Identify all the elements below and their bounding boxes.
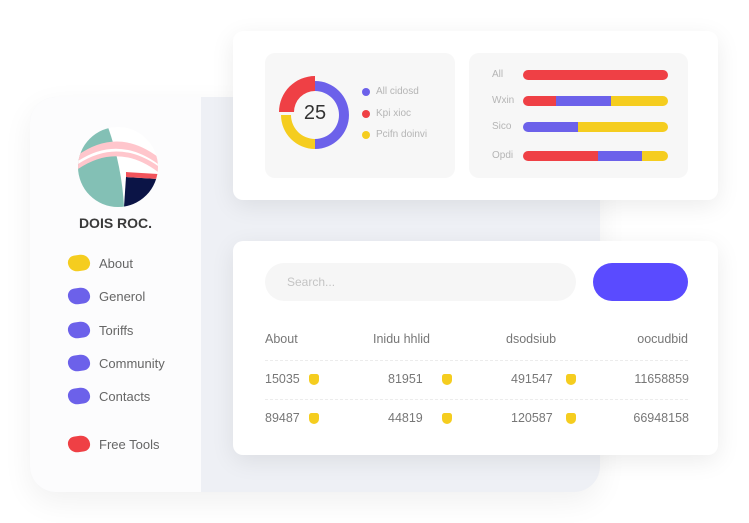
shield-icon <box>309 413 319 424</box>
sidebar-item-label: Toriffs <box>99 322 134 338</box>
shield-icon <box>442 413 452 424</box>
donut-segment-red <box>279 76 315 112</box>
sidebar: DOIS ROC. About Generol Toriffs Communit… <box>30 97 201 492</box>
column-header[interactable]: Inidu hhlid <box>373 332 430 346</box>
column-header[interactable]: About <box>265 332 298 346</box>
community-icon <box>66 353 92 373</box>
about-icon <box>66 253 92 273</box>
sidebar-item-label: Generol <box>99 288 146 304</box>
column-header[interactable]: dsodsiub <box>506 332 557 346</box>
cell: 11658859 <box>634 372 689 386</box>
sidebar-item-label: Community <box>99 355 165 371</box>
bar-label: Wxin <box>492 95 515 106</box>
bar-segment <box>523 151 599 161</box>
donut-chart <box>279 76 349 149</box>
cell: 81951 <box>388 372 423 386</box>
bar-segment <box>523 122 579 132</box>
shield-icon <box>566 413 576 424</box>
bar-segment <box>523 70 668 80</box>
sidebar-item-label: Contacts <box>99 388 151 404</box>
donut-center-value: 25 <box>303 102 327 124</box>
submit-button[interactable] <box>593 263 688 301</box>
sidebar-item-contacts[interactable]: Contacts <box>66 386 151 406</box>
sidebar-item-label: Free Tools <box>99 436 160 452</box>
donut-segment-yellow <box>281 115 315 149</box>
cell: 15035 <box>265 372 300 386</box>
bars-panel: All Wxin Sico Opdi <box>469 53 688 178</box>
stacked-bar <box>523 70 668 80</box>
bar-segment <box>598 151 642 161</box>
stacked-bar <box>523 122 668 132</box>
cell: 120587 <box>511 411 553 425</box>
bar-segment <box>641 151 668 161</box>
sidebar-item-label: About <box>99 255 133 271</box>
bar-segment <box>523 96 557 106</box>
bar-segment <box>578 122 668 132</box>
shield-icon <box>566 374 576 385</box>
stacked-bar <box>523 96 668 106</box>
bar-label: Sico <box>492 121 512 132</box>
toriffs-icon <box>66 320 92 340</box>
free-tools-icon <box>66 434 92 454</box>
sidebar-item-community[interactable]: Community <box>66 353 165 373</box>
donut-segment-blue <box>315 81 349 149</box>
cell: 44819 <box>388 411 423 425</box>
shield-icon <box>442 374 452 385</box>
stats-card: 25 All cidosd Kpi xioc Pcifn doinvi All … <box>233 31 718 200</box>
shield-icon <box>309 374 319 385</box>
legend-item: Pcifn doinvi <box>362 129 427 140</box>
column-header[interactable]: oocudbid <box>637 332 688 346</box>
bar-label: Opdi <box>492 150 514 161</box>
divider <box>265 360 688 361</box>
cell: 491547 <box>511 372 553 386</box>
sidebar-item-free-tools[interactable]: Free Tools <box>66 434 160 454</box>
contacts-icon <box>66 386 92 406</box>
legend-item: Kpi xioc <box>362 108 411 119</box>
cell: 89487 <box>265 411 300 425</box>
sidebar-item-toriffs[interactable]: Toriffs <box>66 320 134 340</box>
stacked-bar <box>523 151 668 161</box>
bar-segment <box>556 96 612 106</box>
brand-name: DOIS ROC. <box>78 215 153 231</box>
sidebar-item-generol[interactable]: Generol <box>66 286 146 306</box>
bar-label: All <box>492 69 504 80</box>
donut-panel: 25 All cidosd Kpi xioc Pcifn doinvi <box>265 53 455 178</box>
sidebar-item-about[interactable]: About <box>66 253 133 273</box>
cell: 66948158 <box>633 411 689 425</box>
table-card: About Inidu hhlid dsodsiub oocudbid 1503… <box>233 241 718 455</box>
search-input[interactable] <box>265 263 576 301</box>
bar-segment <box>611 96 668 106</box>
divider <box>265 399 688 400</box>
legend-item: All cidosd <box>362 86 419 97</box>
avatar <box>78 127 158 207</box>
generol-icon <box>66 286 92 306</box>
